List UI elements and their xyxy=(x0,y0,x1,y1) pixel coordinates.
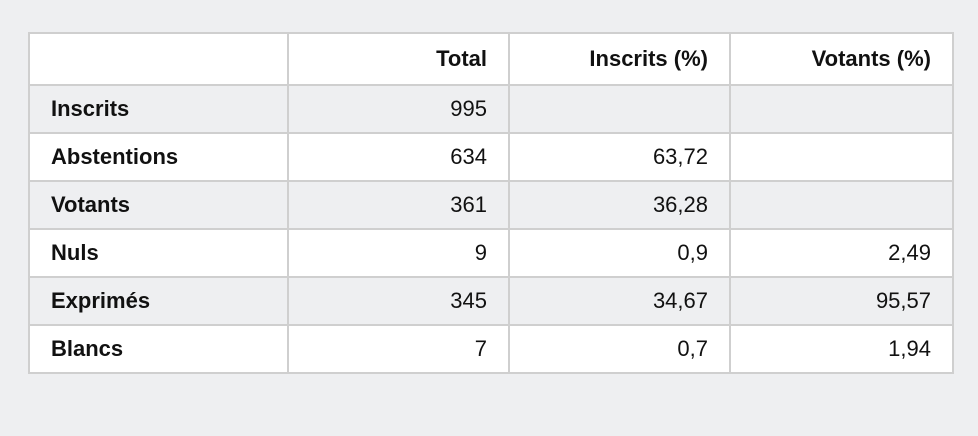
header-inscrits-pct: Inscrits (%) xyxy=(508,32,731,86)
table-header-row: Total Inscrits (%) Votants (%) xyxy=(28,32,954,86)
row-label: Nuls xyxy=(28,228,289,278)
table-row: Abstentions 634 63,72 xyxy=(28,132,954,182)
inscrits-pct-cell: 36,28 xyxy=(508,180,731,230)
table-row: Votants 361 36,28 xyxy=(28,180,954,230)
header-corner-cell xyxy=(28,32,289,86)
table-row: Inscrits 995 xyxy=(28,84,954,134)
table-row: Nuls 9 0,9 2,49 xyxy=(28,228,954,278)
inscrits-pct-cell xyxy=(508,84,731,134)
inscrits-pct-cell: 0,7 xyxy=(508,324,731,374)
header-total: Total xyxy=(287,32,510,86)
inscrits-pct-cell: 0,9 xyxy=(508,228,731,278)
total-cell: 9 xyxy=(287,228,510,278)
table-row: Exprimés 345 34,67 95,57 xyxy=(28,276,954,326)
inscrits-pct-cell: 63,72 xyxy=(508,132,731,182)
header-votants-pct: Votants (%) xyxy=(729,32,954,86)
total-cell: 7 xyxy=(287,324,510,374)
total-cell: 345 xyxy=(287,276,510,326)
row-label: Votants xyxy=(28,180,289,230)
inscrits-pct-cell: 34,67 xyxy=(508,276,731,326)
row-label: Inscrits xyxy=(28,84,289,134)
table-row: Blancs 7 0,7 1,94 xyxy=(28,324,954,374)
votants-pct-cell: 1,94 xyxy=(729,324,954,374)
votants-pct-cell xyxy=(729,132,954,182)
row-label: Abstentions xyxy=(28,132,289,182)
results-table-container: Total Inscrits (%) Votants (%) Inscrits … xyxy=(28,32,954,374)
total-cell: 995 xyxy=(287,84,510,134)
total-cell: 361 xyxy=(287,180,510,230)
votants-pct-cell xyxy=(729,84,954,134)
votants-pct-cell: 95,57 xyxy=(729,276,954,326)
votants-pct-cell xyxy=(729,180,954,230)
election-results-table: Total Inscrits (%) Votants (%) Inscrits … xyxy=(28,32,954,374)
total-cell: 634 xyxy=(287,132,510,182)
row-label: Exprimés xyxy=(28,276,289,326)
votants-pct-cell: 2,49 xyxy=(729,228,954,278)
row-label: Blancs xyxy=(28,324,289,374)
